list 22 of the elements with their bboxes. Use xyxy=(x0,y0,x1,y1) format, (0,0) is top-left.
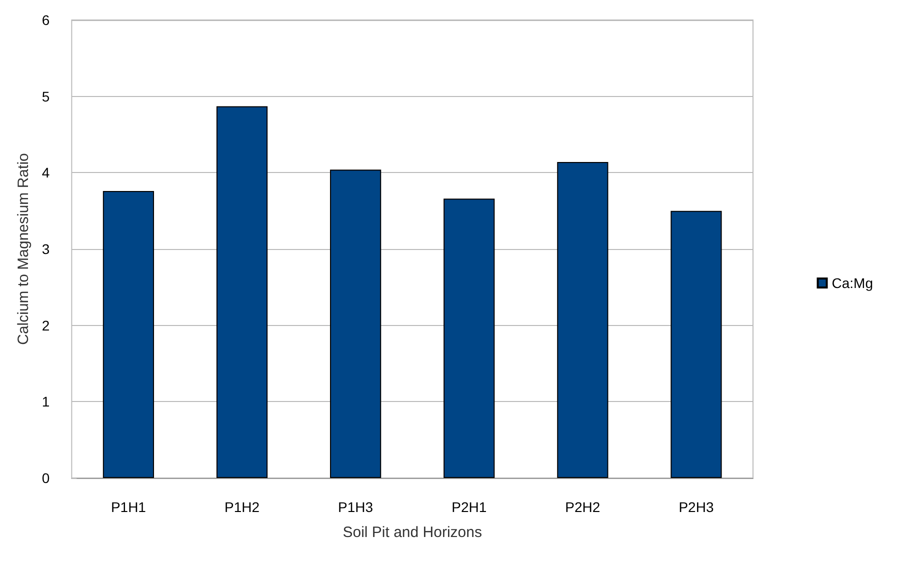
y-tick-label: 2 xyxy=(42,317,50,334)
y-tick-label: 6 xyxy=(42,12,50,28)
bar xyxy=(557,162,608,478)
x-tick-label: P1H1 xyxy=(110,499,146,515)
y-tick-label: 0 xyxy=(42,470,50,486)
x-tick-label: P1H3 xyxy=(338,499,374,515)
x-tick-label: P2H1 xyxy=(452,499,487,515)
y-tick-label: 3 xyxy=(42,241,50,257)
x-tick-label: P1H2 xyxy=(224,499,260,515)
bar xyxy=(330,170,382,478)
x-axis-title: Soil Pit and Horizons xyxy=(342,524,482,541)
bar xyxy=(102,190,154,478)
y-tick-label: 5 xyxy=(42,88,50,104)
bar xyxy=(670,210,722,478)
bar xyxy=(216,106,268,478)
y-tick-label: 4 xyxy=(42,164,50,181)
x-tick-label: P2H2 xyxy=(565,499,600,515)
bar xyxy=(444,198,495,478)
y-axis-title: Calcium to Magnesium Ratio xyxy=(15,153,32,345)
y-tick-label: 1 xyxy=(42,394,50,410)
legend-label: Ca:Mg xyxy=(832,275,873,291)
x-tick-label: P2H3 xyxy=(678,499,714,515)
